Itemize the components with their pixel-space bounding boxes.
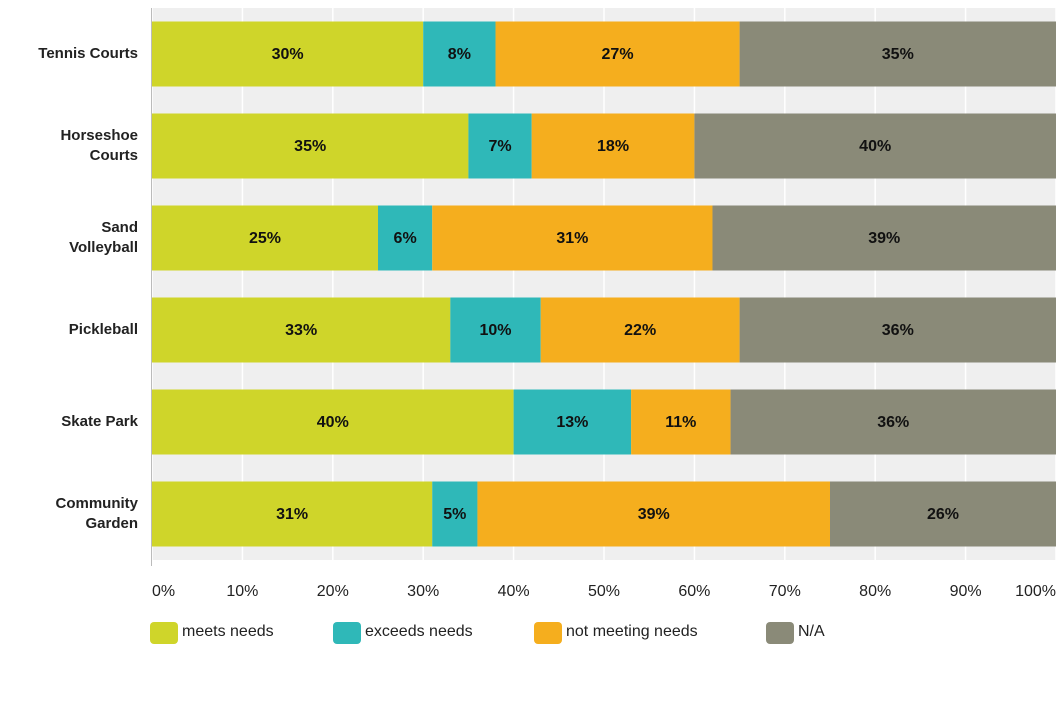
data-label: 35%	[882, 46, 914, 63]
bar-segment	[378, 205, 433, 271]
legend-swatch	[150, 622, 178, 644]
bar-segment	[531, 113, 695, 179]
data-label: 36%	[877, 414, 909, 431]
bar-segment	[152, 297, 451, 363]
bar-segment	[694, 113, 1056, 179]
bar-segment	[513, 389, 632, 455]
legend-label: meets needs	[182, 623, 274, 640]
x-tick-label: 40%	[498, 583, 530, 600]
y-tick-label: Skate Park	[61, 413, 138, 430]
y-tick-label: Community Garden	[55, 495, 139, 532]
data-label: 7%	[488, 138, 511, 155]
x-tick-label: 60%	[678, 583, 710, 600]
x-tick-label: 90%	[950, 583, 982, 600]
bar-segment	[152, 389, 514, 455]
data-label: 27%	[602, 46, 634, 63]
data-label: 40%	[317, 414, 349, 431]
data-label: 39%	[638, 506, 670, 523]
data-label: 36%	[882, 322, 914, 339]
data-label: 6%	[394, 230, 417, 247]
legend-label: N/A	[798, 623, 825, 640]
x-tick-label: 0%	[152, 583, 175, 600]
bar-segment	[712, 205, 1056, 271]
x-tick-label: 50%	[588, 583, 620, 600]
bar-segment	[152, 481, 433, 547]
data-label: 18%	[597, 138, 629, 155]
data-label: 33%	[285, 322, 317, 339]
x-tick-label: 70%	[769, 583, 801, 600]
bar-segment	[468, 113, 532, 179]
data-label: 30%	[272, 46, 304, 63]
bar-segment	[830, 481, 1056, 547]
bar-segment	[423, 21, 496, 87]
legend-label: exceeds needs	[365, 623, 473, 640]
legend-label: not meeting needs	[566, 623, 698, 640]
bar-segment	[495, 21, 740, 87]
y-tick-label: Tennis Courts	[38, 45, 138, 62]
data-label: 39%	[868, 230, 900, 247]
data-label: 40%	[859, 138, 891, 155]
data-label: 8%	[448, 46, 471, 63]
x-tick-label: 20%	[317, 583, 349, 600]
bar-segment	[730, 389, 1056, 455]
y-tick-label: Sand Volleyball	[69, 219, 138, 256]
bar-segment	[739, 21, 1056, 87]
data-label: 5%	[443, 506, 466, 523]
legend-swatch	[333, 622, 361, 644]
data-label: 22%	[624, 322, 656, 339]
bar-segment	[432, 205, 713, 271]
bar-segment	[739, 297, 1056, 363]
data-label: 35%	[294, 138, 326, 155]
bar-segment	[540, 297, 740, 363]
data-label: 31%	[556, 230, 588, 247]
bar-segment	[450, 297, 541, 363]
legend-swatch	[766, 622, 794, 644]
bar-segment	[631, 389, 731, 455]
bar-segment	[477, 481, 830, 547]
x-tick-label: 10%	[226, 583, 258, 600]
x-tick-label: 30%	[407, 583, 439, 600]
data-label: 10%	[480, 322, 512, 339]
x-tick-label: 80%	[859, 583, 891, 600]
y-tick-label: Pickleball	[68, 321, 138, 338]
bar-segment	[152, 21, 424, 87]
bar-segment	[432, 481, 478, 547]
legend-swatch	[534, 622, 562, 644]
bar-segment	[152, 113, 469, 179]
bar-segment	[152, 205, 378, 271]
y-tick-label: Horseshoe Courts	[60, 127, 138, 164]
data-label: 11%	[665, 414, 696, 431]
bars	[152, 21, 1056, 547]
data-label: 31%	[276, 506, 308, 523]
data-label: 13%	[556, 414, 588, 431]
data-label: 25%	[249, 230, 281, 247]
data-label: 26%	[927, 506, 959, 523]
x-tick-label: 100%	[1015, 583, 1056, 600]
